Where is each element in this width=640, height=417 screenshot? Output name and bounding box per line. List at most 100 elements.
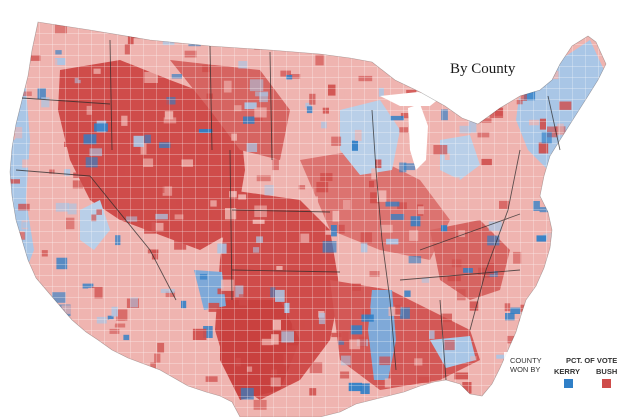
county-speck — [48, 355, 60, 364]
county-speck — [530, 407, 537, 412]
county-speck — [36, 318, 44, 323]
county-speck — [57, 9, 70, 20]
county-speck — [618, 212, 623, 216]
county-speck — [426, 39, 436, 48]
county-speck — [27, 11, 38, 21]
county-speck — [588, 312, 602, 319]
county-speck — [546, 169, 560, 180]
county-speck — [10, 178, 12, 186]
county-speck — [484, 95, 499, 105]
border-appalachian-line — [469, 149, 521, 331]
county-speck — [623, 323, 628, 330]
county-speck — [15, 63, 29, 70]
county-speck — [595, 258, 603, 266]
county-speck — [145, 3, 153, 11]
county-speck — [419, 66, 432, 72]
county-speck — [450, 34, 457, 41]
county-speck — [375, 43, 382, 49]
border-montana-dakota — [209, 45, 213, 151]
county-speck — [498, 22, 507, 31]
county-speck — [520, 28, 535, 33]
county-speck — [576, 26, 588, 36]
county-speck — [597, 324, 606, 332]
county-speck — [567, 226, 574, 236]
border-mississippi-river — [371, 109, 397, 371]
county-speck — [552, 327, 560, 332]
county-speck — [496, 382, 503, 388]
county-speck — [582, 165, 589, 176]
county-speck — [220, 9, 226, 16]
county-speck — [13, 271, 26, 277]
county-speck — [523, 22, 529, 23]
county-speck — [608, 3, 618, 14]
county-speck — [578, 12, 590, 21]
county-speck — [433, 72, 442, 78]
map-title: By County — [450, 61, 516, 77]
border-idaho-montana — [109, 39, 113, 151]
lake-superior — [380, 92, 440, 106]
county-speck — [593, 91, 599, 103]
legend-county-label: COUNTY WON BY — [510, 356, 542, 374]
county-speck — [45, 329, 57, 336]
county-speck — [550, 198, 563, 206]
county-speck — [549, 337, 556, 349]
county-speck — [435, 391, 444, 398]
border-washington-oregon — [21, 97, 111, 105]
county-speck — [603, 196, 606, 202]
county-speck — [104, 22, 114, 30]
county-speck — [46, 315, 60, 321]
county-speck — [617, 264, 629, 270]
county-speck — [613, 104, 618, 110]
border-dakota-minnesota — [269, 51, 273, 161]
county-speck — [558, 22, 570, 24]
county-speck — [9, 12, 15, 20]
border-new-england — [547, 95, 561, 151]
county-speck — [557, 257, 563, 267]
county-speck — [561, 275, 571, 284]
county-speck — [372, 1, 381, 7]
county-speck — [572, 240, 580, 248]
county-speck — [408, 397, 415, 405]
county-speck — [586, 156, 593, 165]
border-oklahoma-north — [231, 269, 341, 273]
county-speck — [619, 65, 626, 71]
county-speck — [107, 404, 119, 411]
county-speck — [474, 53, 481, 59]
county-speck — [111, 22, 121, 29]
county-speck — [115, 22, 121, 27]
county-speck — [556, 273, 570, 280]
legend-kerry-label: KERRY — [554, 367, 580, 376]
county-speck — [349, 37, 356, 48]
county-speck — [605, 184, 606, 194]
county-speck — [188, 389, 199, 396]
county-speck — [379, 22, 388, 25]
county-speck — [345, 36, 356, 42]
county-speck — [193, 17, 207, 22]
county-speck — [212, 22, 223, 28]
county-speck — [133, 28, 140, 39]
county-speck — [436, 81, 445, 86]
county-speck — [75, 346, 88, 352]
county-speck — [24, 31, 31, 41]
county-speck — [66, 397, 77, 408]
county-speck — [219, 8, 225, 18]
county-speck — [420, 22, 426, 27]
county-speck — [254, 44, 265, 50]
county-speck — [140, 27, 148, 36]
county-speck — [604, 286, 606, 299]
county-speck — [475, 403, 489, 413]
county-speck — [598, 310, 606, 317]
county-speck — [589, 1, 602, 8]
county-speck — [595, 248, 606, 257]
county-speck — [616, 403, 622, 412]
county-speck — [536, 12, 542, 22]
county-speck — [625, 175, 632, 184]
county-speck — [384, 48, 392, 58]
county-speck — [182, 27, 196, 35]
county-speck — [405, 409, 412, 417]
county-speck — [613, 228, 622, 233]
county-speck — [500, 7, 509, 17]
county-speck — [56, 320, 69, 330]
legend-pct-label: PCT. OF VOTE — [566, 356, 618, 365]
